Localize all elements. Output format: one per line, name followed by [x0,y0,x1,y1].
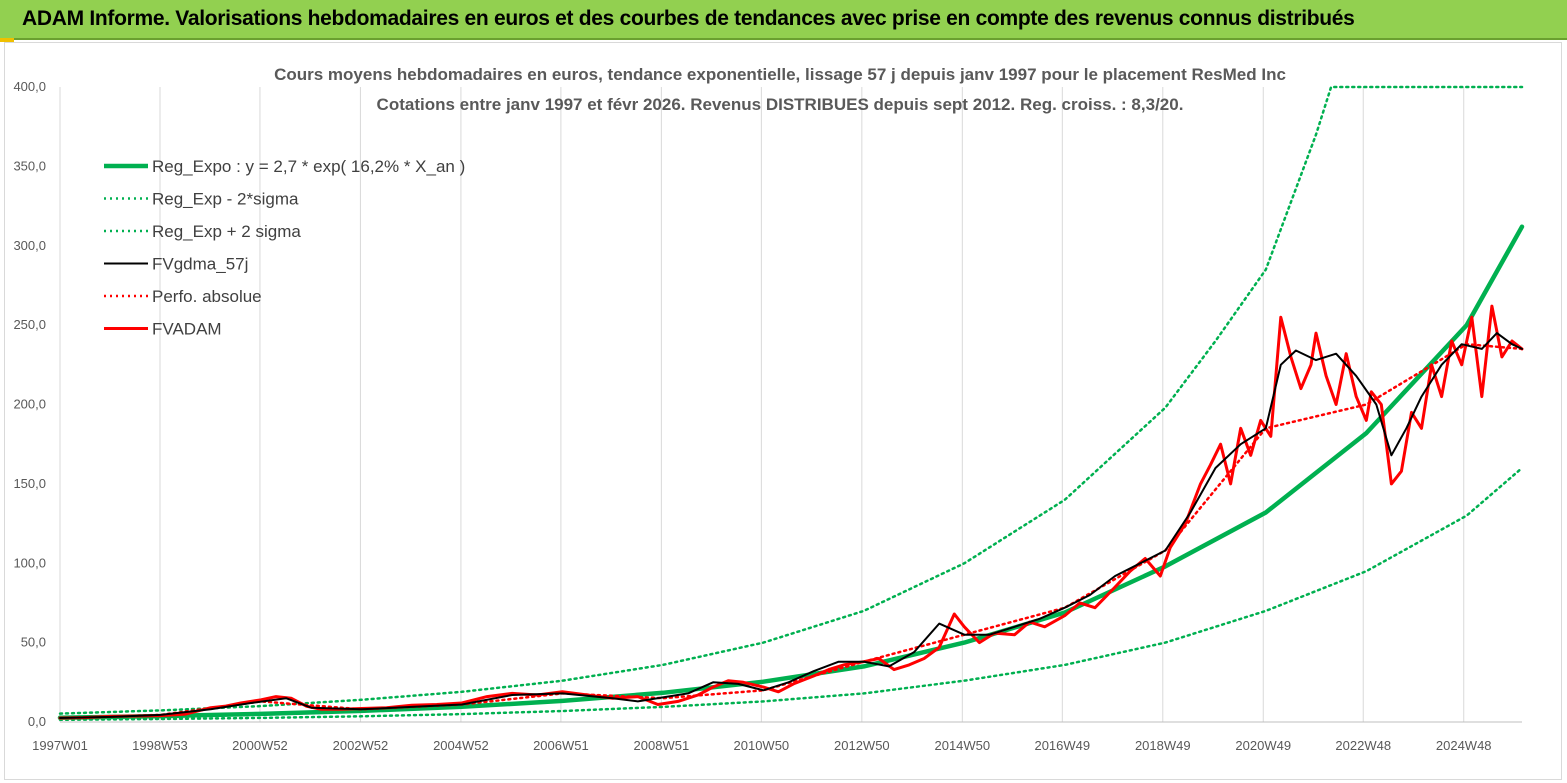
x-tick-label: 1998W53 [132,738,188,753]
y-tick-label: 150,0 [13,476,46,491]
x-tick-label: 2006W51 [533,738,589,753]
chart-title: Cours moyens hebdomadaires en euros, ten… [274,65,1286,84]
chart-area-border [4,42,1562,780]
y-tick-label: 50,0 [21,635,46,650]
x-tick-label: 2010W50 [734,738,790,753]
x-tick-label: 2014W50 [934,738,990,753]
x-tick-label: 2000W52 [232,738,288,753]
x-tick-label: 2002W52 [333,738,389,753]
y-tick-label: 350,0 [13,158,46,173]
axes: 1997W01 1998W53 2000W52 2002W52 2004W52 2006W… [13,79,1522,753]
legend-label: Reg_Exp + 2 sigma [152,222,301,241]
y-tick-label: 0,0 [28,714,46,729]
report-banner: ADAM Informe. Valorisations hebdomadaire… [0,0,1567,40]
x-tick-label: 2004W52 [433,738,489,753]
y-tick-label: 250,0 [13,317,46,332]
series-line-4 [58,342,1524,720]
report-title: ADAM Informe. Valorisations hebdomadaire… [22,7,1355,30]
y-tick-label: 100,0 [13,555,46,570]
x-tick-label: 1997W01 [32,738,88,753]
series-line-2 [58,85,1524,715]
chart-subtitle: Cotations entre janv 1997 et févr 2026. … [377,95,1184,114]
series-line-5 [58,304,1524,720]
vertical-gridlines [59,87,1465,722]
series-layer [57,85,1525,722]
x-tick-label: 2024W48 [1436,738,1492,753]
legend-label: FVgdma_57j [152,255,248,274]
legend-label: FVADAM [152,320,222,339]
y-tick-label: 200,0 [13,397,46,412]
x-tick-label: 2008W51 [634,738,690,753]
legend-label: Perfo. absolue [152,287,262,306]
y-tick-label: 300,0 [13,238,46,253]
series-line-1 [58,466,1524,722]
x-tick-label: 2012W50 [834,738,890,753]
x-tick-label: 2020W49 [1235,738,1291,753]
series-line-3 [59,332,1523,719]
x-tick-label: 2016W49 [1034,738,1090,753]
legend-label: Reg_Expo : y = 2,7 * exp( 16,2% * X_an ) [152,157,465,176]
series-line-0 [57,224,1525,720]
chart-legend: Reg_Expo : y = 2,7 * exp( 16,2% * X_an )… [104,157,465,339]
x-tick-label: 2018W49 [1135,738,1191,753]
y-tick-label: 400,0 [13,79,46,94]
legend-label: Reg_Exp - 2*sigma [152,190,299,209]
x-tick-label: 2022W48 [1335,738,1391,753]
banner-accent [0,38,14,42]
